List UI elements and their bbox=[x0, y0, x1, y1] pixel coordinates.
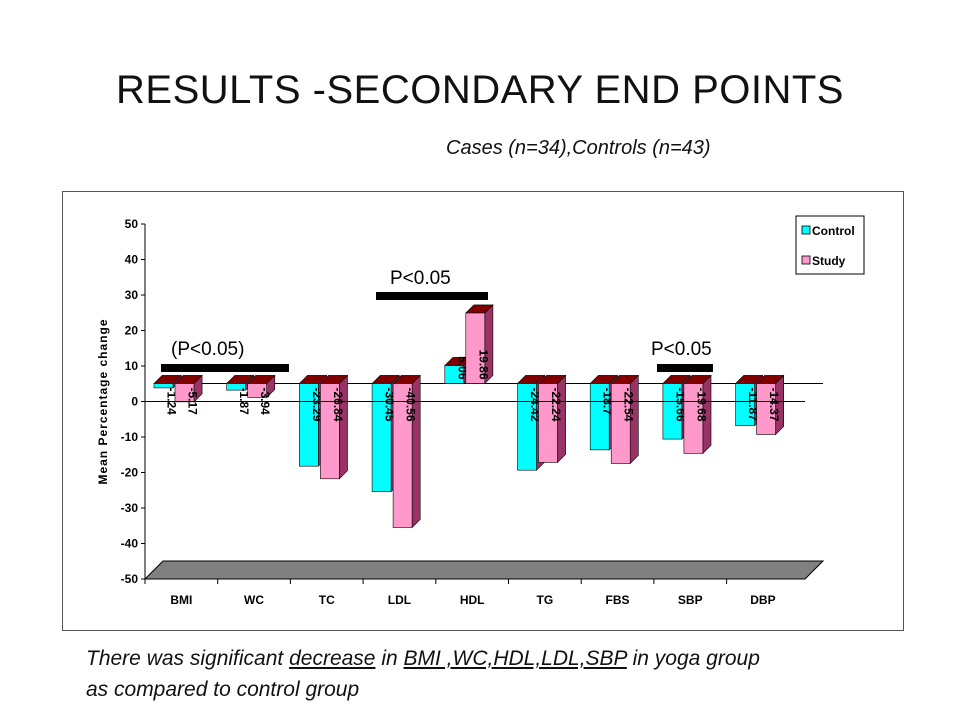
bar-study bbox=[683, 383, 704, 454]
y-tick-label: -30 bbox=[121, 501, 139, 515]
x-tick-label: TC bbox=[319, 593, 335, 607]
y-tick-label: 20 bbox=[125, 324, 139, 338]
y-tick-label: 10 bbox=[125, 359, 139, 373]
legend-label: Study bbox=[812, 254, 846, 268]
bar-study bbox=[320, 383, 340, 480]
significance-bar bbox=[376, 292, 488, 300]
footnote-line-2: as compared to control group bbox=[86, 678, 360, 701]
bar-control bbox=[299, 383, 319, 467]
slide-title: RESULTS -SECONDARY END POINTS bbox=[116, 68, 844, 112]
data-label: -19.68 bbox=[694, 388, 708, 422]
legend-label: Control bbox=[812, 224, 855, 238]
footnote-decrease: decrease bbox=[289, 647, 376, 670]
bar-study bbox=[247, 383, 267, 398]
y-tick-label: -40 bbox=[121, 537, 139, 551]
footnote-text-1: There was significant bbox=[86, 647, 290, 670]
significance-label: P<0.05 bbox=[390, 268, 451, 289]
data-label: -14.37 bbox=[767, 388, 781, 422]
bar-control bbox=[153, 383, 174, 389]
legend-swatch bbox=[801, 255, 811, 265]
x-tick-label: LDL bbox=[388, 593, 411, 607]
slide-subtitle: Cases (n=34),Controls (n=43) bbox=[446, 137, 711, 159]
data-label: 19.86 bbox=[476, 349, 490, 379]
y-tick-label: 40 bbox=[125, 253, 139, 267]
y-tick-label: 50 bbox=[125, 217, 139, 231]
bar-study bbox=[538, 383, 558, 463]
footnote-text-2: in bbox=[375, 647, 404, 670]
bar-control bbox=[662, 383, 683, 440]
y-tick-label: -20 bbox=[121, 466, 139, 480]
data-label: -26.84 bbox=[331, 388, 345, 422]
footnote-text-3: in yoga group bbox=[626, 647, 760, 670]
bar-study bbox=[465, 312, 486, 384]
x-tick-label: SBP bbox=[678, 593, 703, 607]
bar-study bbox=[392, 383, 413, 528]
y-tick-label: -10 bbox=[121, 430, 139, 444]
y-tick-label: 0 bbox=[131, 395, 138, 409]
bar-study bbox=[610, 383, 631, 464]
data-label: -22.24 bbox=[549, 388, 563, 422]
y-axis-label: Mean Percentage change bbox=[96, 318, 110, 484]
x-tick-label: TG bbox=[537, 593, 554, 607]
significance-bar bbox=[657, 364, 713, 372]
bar-control bbox=[735, 383, 755, 426]
footnote-line-1: There was significant decrease in BMI ,W… bbox=[86, 643, 760, 674]
bar-control bbox=[371, 383, 392, 492]
x-tick-label: BMI bbox=[170, 593, 192, 607]
x-tick-label: FBS bbox=[606, 593, 630, 607]
x-tick-label: HDL bbox=[460, 593, 485, 607]
legend-swatch bbox=[801, 225, 811, 235]
bar-chart: 50 40 30 20 10 0 -10 -20 -30 -40 -50 Mean Percentag… bbox=[96, 215, 865, 607]
data-label: -22.54 bbox=[622, 388, 636, 422]
chart-frame: 50 40 30 20 10 0 -10 -20 -30 -40 -50 Mean Percentag… bbox=[62, 191, 904, 631]
y-tick-label: 30 bbox=[125, 288, 139, 302]
footnote-variables: BMI ,WC,HDL,LDL,SBP bbox=[403, 647, 627, 670]
x-tick-label: DBP bbox=[750, 593, 775, 607]
significance-bar bbox=[161, 364, 289, 372]
x-tick-label: WC bbox=[244, 593, 264, 607]
bar-study bbox=[756, 383, 776, 435]
data-label: -40.56 bbox=[404, 388, 418, 422]
significance-label: (P<0.05) bbox=[171, 339, 244, 360]
footnote: There was significant decrease in BMI ,W… bbox=[86, 643, 760, 705]
bar-control bbox=[444, 365, 465, 384]
bar-control bbox=[589, 383, 610, 451]
bar-control bbox=[517, 383, 537, 471]
chart-floor bbox=[143, 560, 825, 580]
bar-control bbox=[226, 383, 246, 391]
significance-label: P<0.05 bbox=[651, 339, 712, 360]
y-tick-label: -50 bbox=[121, 572, 139, 586]
